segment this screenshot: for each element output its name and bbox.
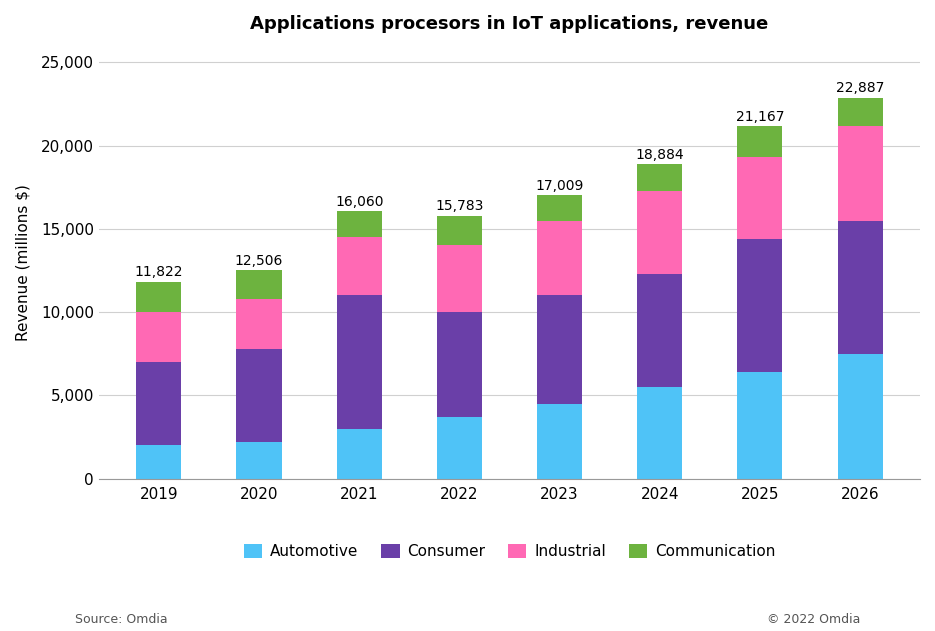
Bar (537, 220, 583, 295)
Bar (237, 298, 281, 349)
Bar (537, 404, 583, 478)
Bar (337, 237, 381, 295)
Bar (337, 211, 381, 237)
Bar (137, 445, 181, 478)
Bar (337, 428, 381, 478)
Title: Applications procesors in IoT applications, revenue: Applications procesors in IoT applicatio… (251, 15, 769, 33)
Bar (337, 295, 381, 428)
Text: 18,884: 18,884 (636, 148, 684, 162)
Bar (838, 126, 883, 220)
Y-axis label: Revenue (millions $): Revenue (millions $) (15, 184, 30, 341)
Bar (838, 98, 883, 126)
Bar (437, 417, 482, 478)
Bar (738, 239, 783, 372)
Bar (437, 312, 482, 417)
Bar (537, 295, 583, 404)
Text: Source: Omdia: Source: Omdia (75, 613, 167, 627)
Bar (638, 164, 683, 191)
Bar (237, 270, 281, 298)
Bar (437, 216, 482, 245)
Text: 11,822: 11,822 (135, 265, 183, 280)
Text: 21,167: 21,167 (736, 110, 784, 124)
Text: 15,783: 15,783 (435, 199, 483, 213)
Bar (137, 282, 181, 312)
Text: © 2022 Omdia: © 2022 Omdia (767, 613, 860, 627)
Legend: Automotive, Consumer, Industrial, Communication: Automotive, Consumer, Industrial, Commun… (237, 538, 781, 565)
Bar (838, 354, 883, 478)
Bar (437, 245, 482, 312)
Bar (638, 274, 683, 387)
Bar (137, 362, 181, 445)
Bar (838, 220, 883, 354)
Text: 12,506: 12,506 (235, 254, 283, 268)
Bar (638, 387, 683, 478)
Bar (638, 191, 683, 274)
Bar (537, 196, 583, 220)
Text: 16,060: 16,060 (335, 195, 383, 209)
Bar (738, 157, 783, 239)
Bar (137, 312, 181, 362)
Text: 17,009: 17,009 (536, 179, 583, 193)
Bar (237, 442, 281, 478)
Bar (738, 126, 783, 157)
Bar (237, 349, 281, 442)
Bar (738, 372, 783, 478)
Text: 22,887: 22,887 (836, 81, 885, 95)
